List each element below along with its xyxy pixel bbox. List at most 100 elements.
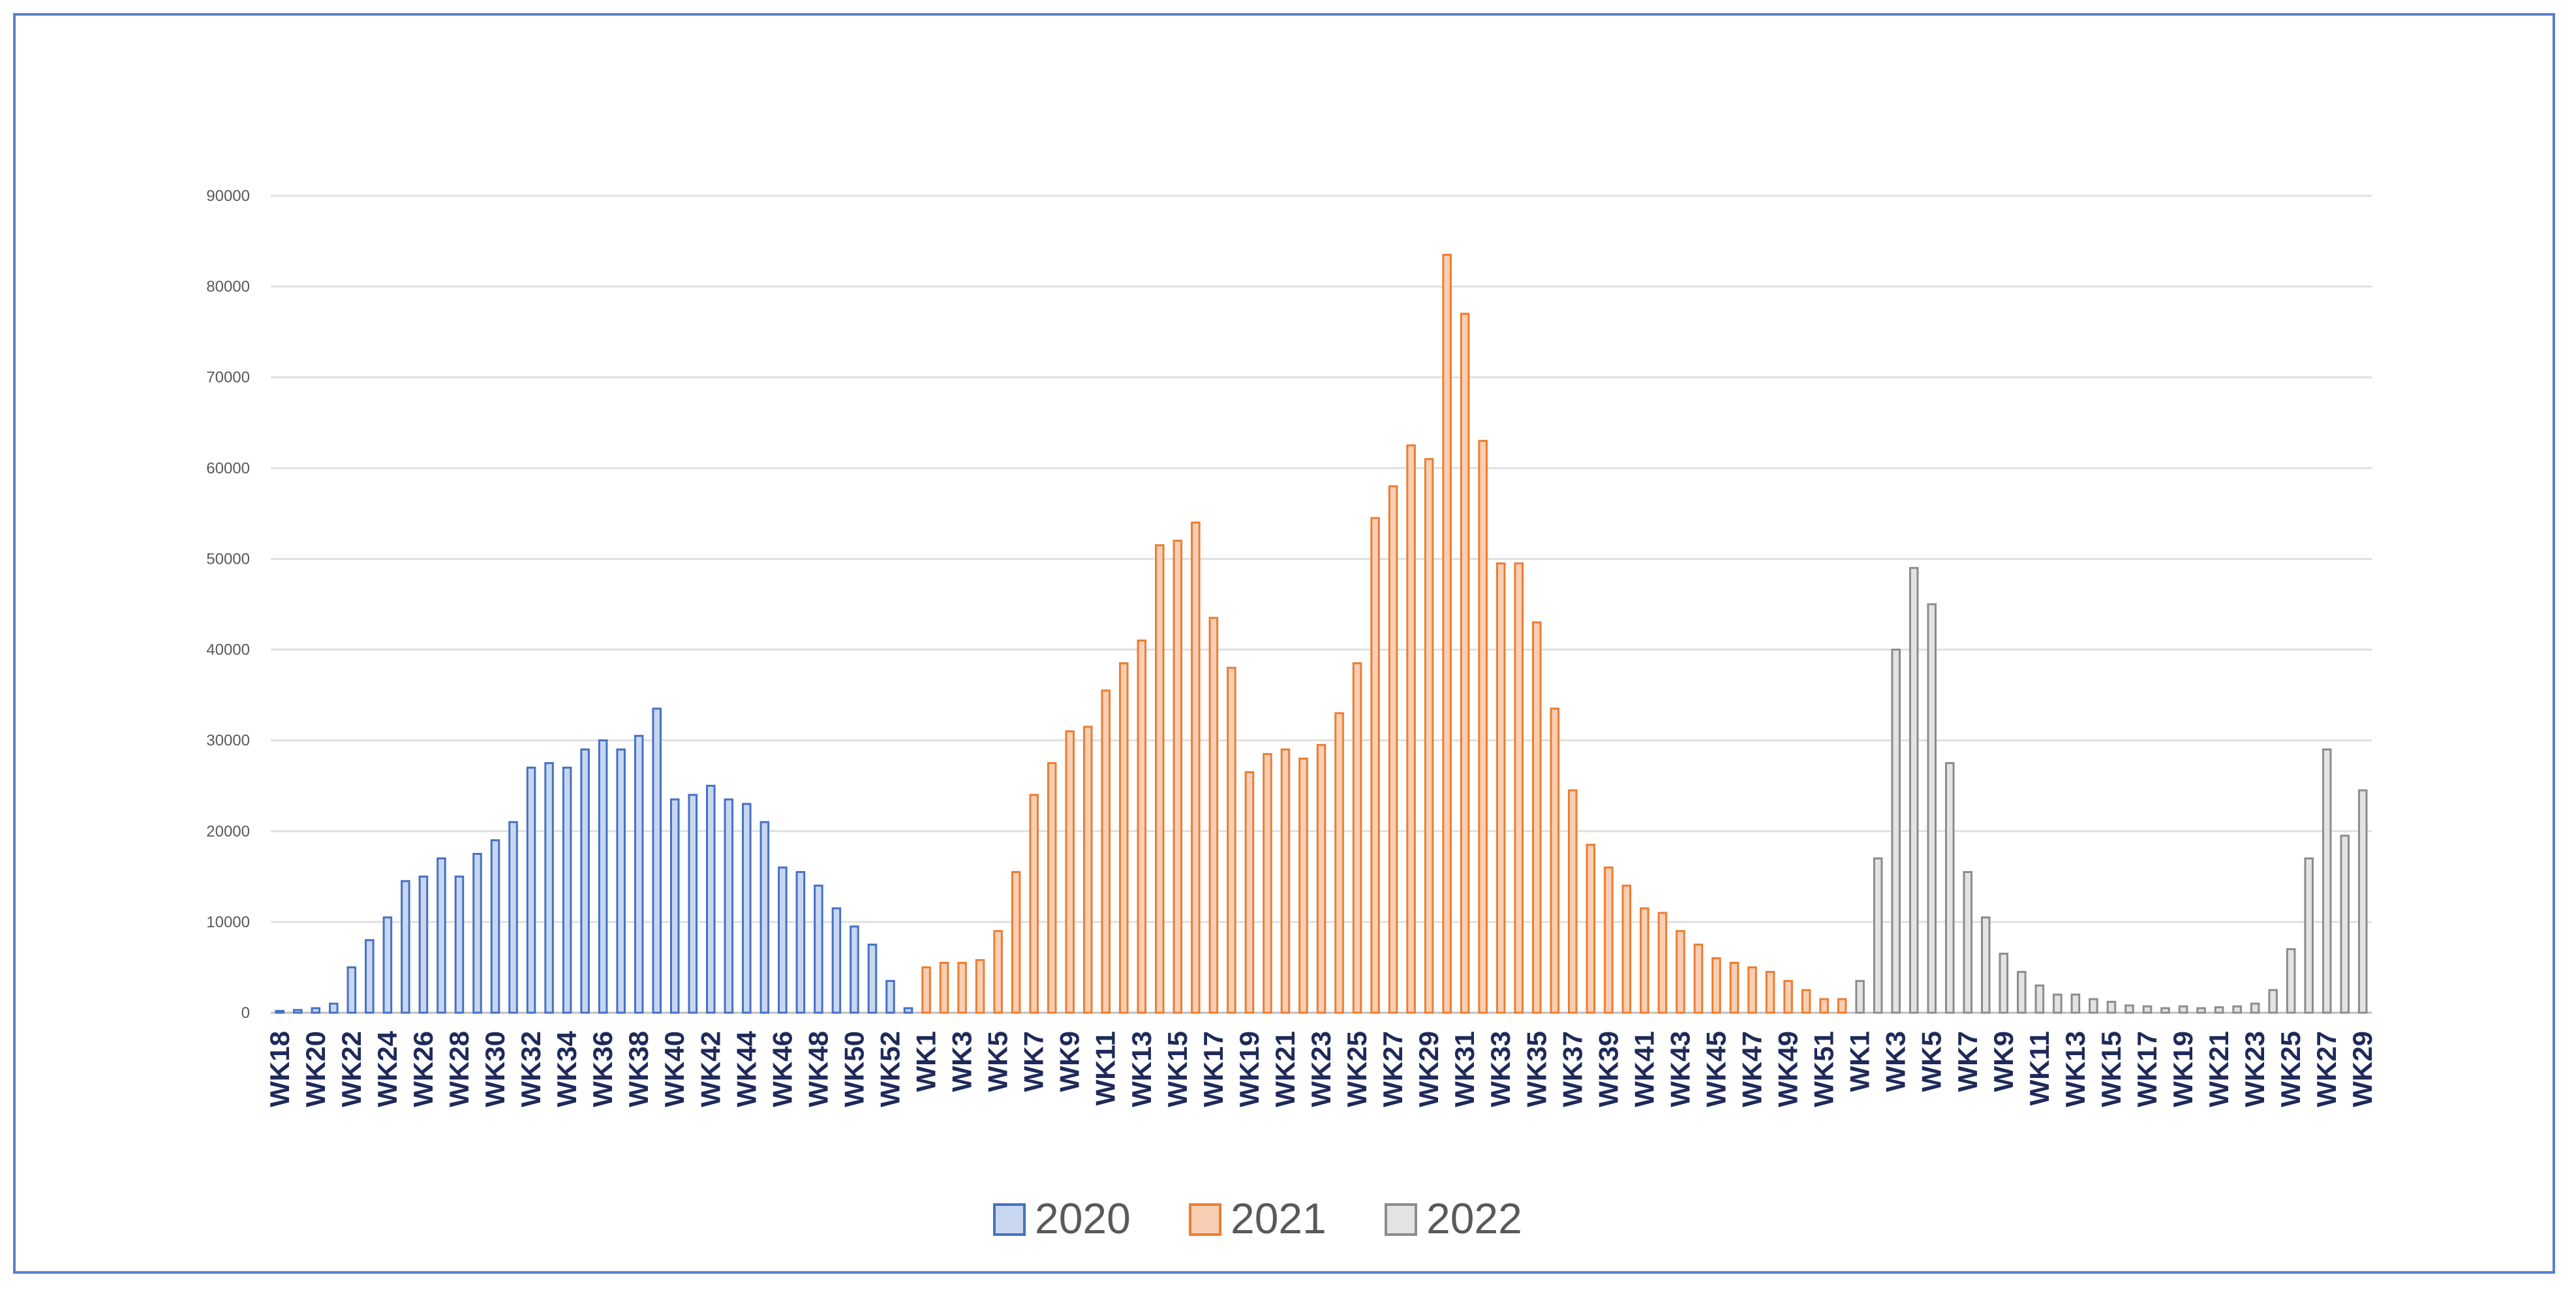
bar-2020-wk31 xyxy=(508,821,518,1014)
bar-2022-wk27 xyxy=(2322,748,2332,1014)
x-tick-label: WK26 xyxy=(408,1031,438,1107)
y-axis-tick-labels: 0 10000 20000 30000 40000 50000 60000 70000 8000… xyxy=(206,187,250,1022)
bar-2021-wk33 xyxy=(1495,562,1506,1014)
bar-2021-wk5 xyxy=(993,930,1003,1014)
bar-2020-wk33 xyxy=(544,761,554,1014)
x-tick-label: WK17 xyxy=(2132,1031,2162,1107)
bar-2022-wk2 xyxy=(1873,857,1883,1014)
bar-2021-wk38 xyxy=(1586,844,1596,1014)
bar-2021-wk2 xyxy=(939,961,949,1014)
x-tick-label: WK43 xyxy=(1664,1031,1695,1107)
bar-2021-wk36 xyxy=(1550,707,1560,1014)
x-tick-label: WK51 xyxy=(1809,1031,1839,1107)
x-tick-label: WK29 xyxy=(2347,1031,2378,1107)
bar-2020-wk32 xyxy=(526,766,536,1014)
bar-2021-wk10 xyxy=(1082,726,1093,1014)
bar-2021-wk45 xyxy=(1711,957,1721,1014)
y-tick-label: 70000 xyxy=(206,369,250,386)
bar-2022-wk17 xyxy=(2142,1005,2153,1014)
bar-2020-wk29 xyxy=(472,853,482,1014)
bar-2020-wk52 xyxy=(885,979,895,1014)
x-tick-label: WK7 xyxy=(1019,1031,1049,1092)
bar-2021-wk25 xyxy=(1352,662,1362,1014)
x-tick-label: WK48 xyxy=(803,1031,833,1107)
bar-2021-wk35 xyxy=(1531,621,1542,1014)
bar-2022-wk28 xyxy=(2340,835,2350,1014)
bar-2021-wk51 xyxy=(1819,998,1829,1014)
x-tick-label: WK47 xyxy=(1737,1031,1768,1107)
bar-2020-wk18 xyxy=(275,1009,285,1014)
bar-2021-wk19 xyxy=(1244,771,1255,1014)
bar-2022-wk10 xyxy=(2017,970,2027,1014)
x-tick-label: WK19 xyxy=(2168,1031,2198,1107)
legend-swatch-2021 xyxy=(1189,1203,1221,1236)
bar-2022-wk3 xyxy=(1891,649,1901,1014)
bar-2021-wk21 xyxy=(1280,748,1291,1014)
x-tick-label: WK15 xyxy=(2096,1031,2126,1107)
bar-2020-wk44 xyxy=(742,803,752,1014)
bar-2020-wk28 xyxy=(454,875,465,1014)
bar-2021-wk8 xyxy=(1047,761,1057,1014)
bar-2020-wk51 xyxy=(867,944,878,1014)
bar-2021-wk26 xyxy=(1370,517,1380,1014)
bar-2022-wk5 xyxy=(1927,603,1937,1014)
bar-2021-wk40 xyxy=(1621,884,1632,1014)
bar-2022-wk7 xyxy=(1963,870,1973,1014)
bar-2022-wk18 xyxy=(2160,1007,2170,1014)
y-tick-label: 50000 xyxy=(206,550,250,568)
x-tick-label: WK27 xyxy=(1377,1031,1408,1107)
y-tick-label: 10000 xyxy=(206,914,250,931)
bar-2020-wk25 xyxy=(401,880,410,1014)
bar-2022-wk11 xyxy=(2034,984,2045,1014)
bar-2021-wk17 xyxy=(1208,617,1219,1014)
bar-2020-wk22 xyxy=(346,966,357,1014)
bar-2021-wk4 xyxy=(975,959,985,1014)
x-tick-label: WK22 xyxy=(336,1031,367,1107)
bar-2021-wk14 xyxy=(1155,544,1165,1014)
bar-2021-wk30 xyxy=(1442,253,1452,1014)
bar-2022-wk21 xyxy=(2214,1006,2224,1014)
bar-2020-wk47 xyxy=(795,870,806,1014)
x-tick-label: WK19 xyxy=(1234,1031,1265,1107)
bar-2020-wk42 xyxy=(705,784,716,1014)
y-tick-label: 90000 xyxy=(206,187,250,205)
bar-2020-wk53 xyxy=(903,1007,913,1014)
x-tick-label: WK28 xyxy=(444,1031,474,1107)
legend-swatch-2022 xyxy=(1385,1203,1417,1236)
bar-2020-wk40 xyxy=(669,798,680,1014)
bar-2022-wk25 xyxy=(2286,948,2296,1014)
bar-2022-wk14 xyxy=(2089,998,2098,1014)
x-tick-label: WK7 xyxy=(1952,1031,1983,1092)
x-tick-label: WK1 xyxy=(1845,1031,1875,1092)
y-tick-label: 60000 xyxy=(206,459,250,477)
bar-2022-wk26 xyxy=(2304,857,2314,1014)
bar-2020-wk27 xyxy=(437,857,446,1014)
bar-2020-wk36 xyxy=(598,739,608,1014)
bar-2021-wk48 xyxy=(1765,970,1775,1014)
bar-2020-wk38 xyxy=(634,735,644,1014)
bar-2022-wk19 xyxy=(2178,1005,2188,1014)
bar-2022-wk8 xyxy=(1981,916,1991,1014)
bar-2021-wk44 xyxy=(1693,944,1704,1014)
legend-label-2021: 2021 xyxy=(1231,1194,1326,1242)
bar-2021-wk34 xyxy=(1514,562,1524,1014)
legend: 2020 2021 2022 xyxy=(993,1194,1522,1242)
x-tick-label: WK20 xyxy=(300,1031,331,1107)
bar-2022-wk22 xyxy=(2232,1005,2242,1014)
bar-2020-wk26 xyxy=(418,875,429,1014)
x-tick-label: WK38 xyxy=(623,1031,654,1107)
x-tick-label: WK42 xyxy=(695,1031,726,1107)
x-tick-label: WK23 xyxy=(1306,1031,1336,1107)
x-tick-label: WK25 xyxy=(2275,1031,2306,1107)
bar-2020-wk46 xyxy=(778,866,788,1014)
x-tick-label: WK24 xyxy=(372,1030,403,1107)
bar-2021-wk20 xyxy=(1263,753,1272,1014)
x-tick-label: WK25 xyxy=(1342,1031,1372,1107)
bar-2021-wk16 xyxy=(1191,521,1201,1014)
y-tick-label: 0 xyxy=(241,1004,250,1022)
x-tick-label: WK52 xyxy=(874,1031,905,1107)
y-tick-label: 30000 xyxy=(206,732,250,750)
x-tick-label: WK30 xyxy=(480,1031,510,1107)
bar-2021-wk27 xyxy=(1388,485,1398,1014)
bar-2021-wk50 xyxy=(1801,989,1811,1014)
